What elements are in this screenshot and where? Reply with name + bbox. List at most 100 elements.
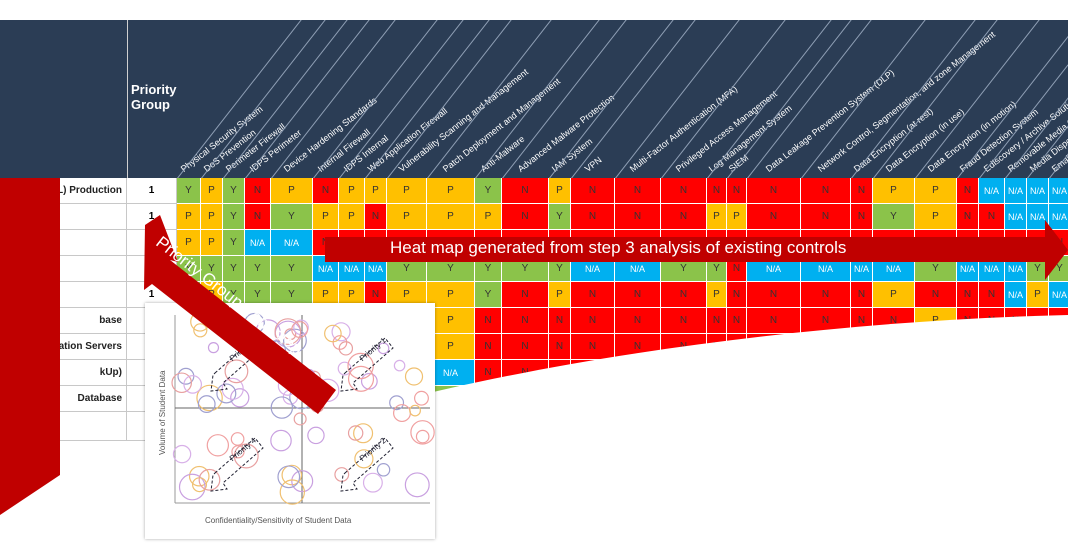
heat-cell: N: [571, 282, 615, 308]
heat-cell: N/A: [1005, 256, 1027, 282]
heat-cell: N: [851, 282, 873, 308]
heat-cell: N: [615, 282, 661, 308]
heat-cell: Y: [245, 256, 271, 282]
quadrant-bubble: [188, 465, 210, 487]
quadrant-bubble: [376, 463, 391, 477]
quadrant-bubble: [360, 372, 378, 390]
heatmap-arrow-shape: [325, 220, 1068, 280]
quadrant-bubble: [347, 425, 364, 441]
heat-cell: N: [915, 282, 957, 308]
heat-cell: N: [727, 308, 747, 334]
quadrant-bubble: [270, 396, 294, 419]
heat-cell: N: [979, 204, 1005, 230]
heat-cell: P: [387, 178, 427, 204]
quadrant-bubble: [353, 423, 374, 444]
priority-cell: 1: [127, 178, 177, 204]
heat-cell: N: [549, 334, 571, 360]
quadrant-bubble: [216, 383, 237, 404]
priority-arrow-shape: [144, 215, 336, 414]
heat-cell: N/A: [1027, 178, 1049, 204]
heat-cell: Y: [475, 282, 502, 308]
heat-cell: N: [475, 334, 502, 360]
heat-cell: P: [201, 230, 223, 256]
heat-cell: N: [245, 204, 271, 230]
quadrant-bubble: [338, 341, 354, 356]
heat-cell: N: [571, 204, 615, 230]
heat-cell: N: [851, 204, 873, 230]
header-separator: [127, 20, 128, 178]
quadrant-bubble: [393, 359, 406, 372]
quadrant-bubble: [293, 319, 309, 336]
quadrant-bubble: [415, 429, 430, 444]
heat-cell: N: [571, 308, 615, 334]
priority-4-arrow: [210, 437, 264, 492]
quadrant-bubble: [404, 472, 430, 498]
heat-cell: Y: [475, 178, 502, 204]
heat-cell: P: [873, 178, 915, 204]
quadrant-bubble: [291, 470, 314, 493]
quadrant-bubble: [332, 335, 348, 350]
heat-cell: P: [177, 230, 201, 256]
quadrant-bubble: [282, 328, 307, 353]
heat-cell: N: [747, 178, 801, 204]
quadrant-bubble: [224, 359, 249, 384]
heat-cell: N: [502, 204, 549, 230]
priority-2-arrow: [340, 437, 394, 492]
heat-cell: N/A: [1005, 282, 1027, 308]
heat-cell: P: [727, 204, 747, 230]
heat-cell: Y: [201, 256, 223, 282]
heat-cell: N/A: [1049, 204, 1068, 230]
heat-cell: P: [427, 308, 475, 334]
heat-cell: N: [661, 308, 707, 334]
priority-group-header: Priority Group: [131, 82, 177, 112]
heat-cell: N: [502, 178, 549, 204]
quadrant-bubble: [172, 444, 192, 464]
quadrant-bubble: [354, 449, 374, 469]
heat-cell: P: [915, 178, 957, 204]
heat-cell: N: [707, 308, 727, 334]
quadrant-bubble: [193, 323, 208, 338]
heat-cell: N: [801, 282, 851, 308]
heat-cell: P: [549, 178, 571, 204]
heat-cell: N: [615, 204, 661, 230]
heat-cell: N/A: [957, 256, 979, 282]
quadrant-bubble: [231, 445, 245, 459]
heat-cell: N: [661, 204, 707, 230]
quadrant-bubble: [324, 324, 342, 343]
heat-cell: N: [801, 178, 851, 204]
heat-cell: N: [502, 308, 549, 334]
quadrant-bubble: [171, 372, 193, 394]
heat-cell: Y: [223, 178, 245, 204]
heat-cell: Y: [223, 230, 245, 256]
heat-cell: N: [615, 308, 661, 334]
heat-cell: N: [571, 334, 615, 360]
heat-cell: N: [707, 178, 727, 204]
quadrant-bubble: [277, 465, 301, 489]
column-header-band: Priority Group Physical Security System D…: [0, 20, 1068, 178]
heat-cell: N: [245, 178, 271, 204]
heat-cell: N: [615, 178, 661, 204]
heat-cell: N: [549, 308, 571, 334]
heat-cell: P: [549, 282, 571, 308]
heat-cell: N: [313, 178, 339, 204]
heat-cell: P: [339, 204, 365, 230]
heat-cell: N/A: [1049, 282, 1068, 308]
heat-cell: N/A: [365, 256, 387, 282]
heat-cell: P: [387, 204, 427, 230]
heat-cell: N: [502, 282, 549, 308]
heat-cell: N: [957, 178, 979, 204]
heatmap-arrow-label: Heat map generated from step 3 analysis …: [390, 238, 847, 257]
heat-cell: P: [271, 178, 313, 204]
quadrant-bubble: [404, 367, 424, 386]
quadrant-bubble: [274, 318, 302, 345]
heat-cell: P: [313, 204, 339, 230]
quadrant-bubble: [207, 342, 220, 354]
white-curve-shape: [400, 315, 1068, 541]
heat-cell: N/A: [979, 178, 1005, 204]
heat-cell: P: [365, 178, 387, 204]
quadrant-bubble: [377, 342, 390, 355]
heat-cell: P: [475, 204, 502, 230]
heat-cell: P: [427, 178, 475, 204]
heat-cell: Y: [177, 178, 201, 204]
